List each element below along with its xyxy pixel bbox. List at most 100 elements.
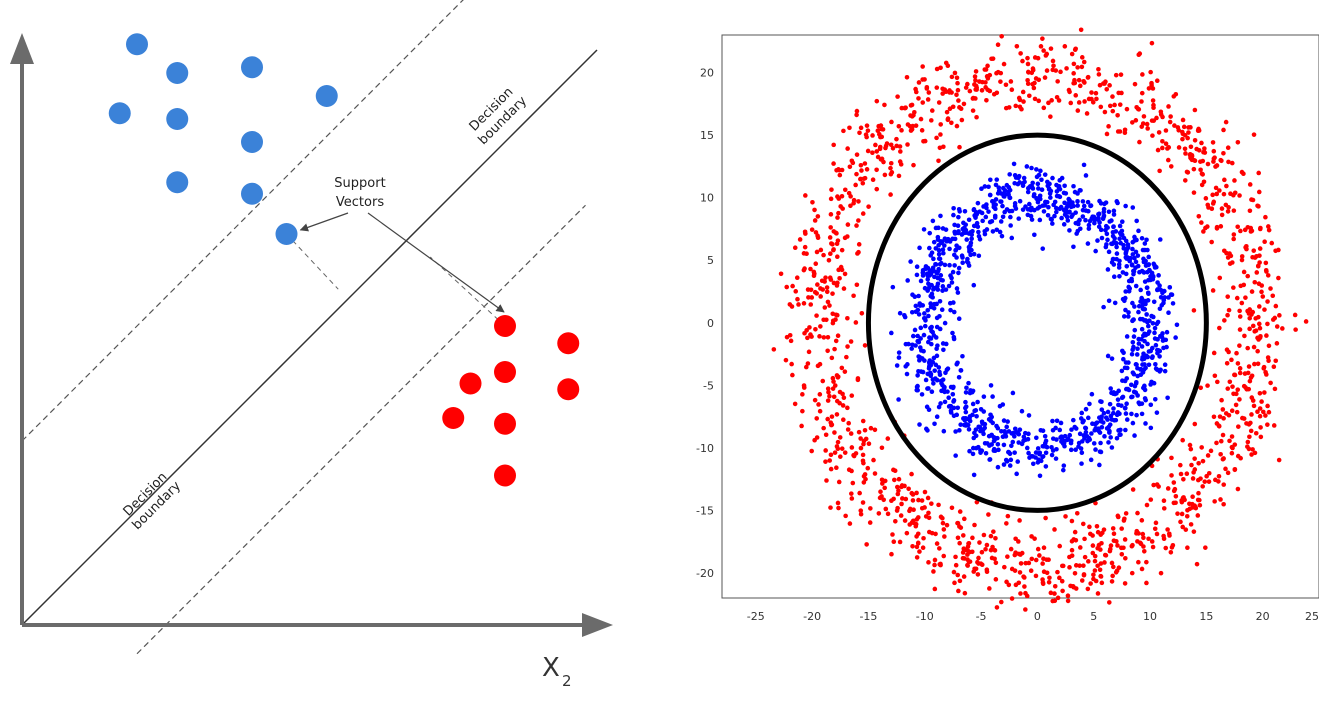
inner-ring-point	[1092, 217, 1097, 223]
inner-ring-point	[1106, 209, 1112, 215]
inner-ring-point	[921, 332, 927, 338]
inner-ring-point	[1131, 268, 1136, 274]
inner-ring-point	[1136, 341, 1142, 346]
inner-ring-point	[1145, 354, 1151, 360]
outer-ring-point	[1118, 72, 1124, 77]
inner-ring-point	[896, 350, 902, 355]
inner-ring-point	[1000, 434, 1006, 440]
outer-ring-point	[831, 394, 837, 400]
inner-ring-point	[1098, 201, 1104, 206]
outer-ring-point	[1195, 477, 1201, 483]
outer-ring-point	[818, 247, 824, 253]
inner-ring-point	[1127, 286, 1133, 291]
outer-ring-point	[907, 124, 913, 129]
outer-ring-point	[865, 465, 871, 471]
outer-ring-point	[1074, 510, 1080, 516]
outer-ring-point	[1265, 299, 1270, 304]
inner-ring-point	[1119, 368, 1125, 374]
blue-point	[126, 33, 148, 56]
outer-ring-point	[830, 291, 835, 296]
outer-ring-point	[820, 378, 826, 384]
inner-ring-point	[910, 292, 915, 298]
inner-ring-point	[1039, 177, 1044, 183]
outer-ring-point	[839, 167, 845, 173]
outer-ring-point	[924, 86, 930, 91]
inner-ring-point	[1117, 273, 1122, 279]
outer-ring-point	[1222, 318, 1227, 323]
outer-ring-point	[1247, 315, 1253, 321]
outer-ring-point	[1280, 326, 1285, 331]
outer-ring-point	[1183, 151, 1188, 156]
outer-ring-point	[771, 347, 777, 352]
inner-ring-point	[1111, 208, 1117, 214]
outer-ring-point	[908, 506, 913, 512]
outer-ring-point	[876, 123, 881, 129]
inner-ring-point	[1124, 417, 1130, 422]
outer-ring-point	[1136, 559, 1141, 565]
inner-ring-point	[1151, 261, 1157, 267]
outer-ring-point	[804, 251, 809, 257]
outer-ring-point	[917, 549, 922, 554]
outer-ring-point	[977, 540, 982, 545]
inner-ring-point	[1106, 298, 1112, 304]
outer-ring-point	[994, 605, 1000, 610]
red-point	[557, 378, 580, 401]
outer-ring-point	[989, 56, 994, 62]
inner-ring-point	[1001, 418, 1007, 423]
inner-ring-point	[1061, 463, 1067, 468]
outer-ring-point	[1255, 361, 1261, 367]
outer-ring-point	[1192, 421, 1198, 427]
outer-ring-point	[1197, 502, 1203, 508]
inner-ring-point	[1141, 256, 1146, 262]
inner-ring-point	[987, 219, 993, 225]
inner-ring-point	[950, 330, 955, 336]
outer-ring-point	[868, 506, 873, 511]
inner-ring-point	[1142, 247, 1148, 253]
inner-ring-point	[1073, 447, 1078, 453]
outer-ring-point	[1214, 224, 1220, 230]
outer-ring-point	[1025, 77, 1030, 83]
outer-ring-point	[1210, 288, 1216, 293]
inner-ring-point	[1139, 337, 1144, 342]
inner-ring-point	[914, 387, 920, 393]
inner-ring-point	[926, 273, 932, 278]
support-vector-arrow-1	[299, 212, 349, 232]
outer-ring-point	[1082, 536, 1087, 542]
inner-ring-point	[1013, 175, 1019, 180]
inner-ring-point	[956, 270, 961, 276]
inner-ring-point	[1037, 451, 1042, 457]
outer-ring-point	[1226, 307, 1232, 313]
outer-ring-point	[1090, 543, 1096, 548]
outer-ring-point	[1171, 500, 1177, 506]
inner-ring-point	[1135, 253, 1141, 258]
inner-ring-point	[1042, 443, 1048, 448]
outer-ring-point	[909, 114, 915, 119]
inner-ring-point	[1143, 397, 1148, 403]
outer-ring-point	[1200, 458, 1206, 464]
inner-ring-point	[1136, 228, 1141, 234]
outer-ring-point	[1073, 93, 1079, 98]
outer-ring-point	[812, 207, 817, 213]
outer-ring-point	[992, 548, 998, 553]
inner-ring-point	[994, 177, 1000, 182]
outer-ring-point	[1079, 64, 1085, 70]
inner-ring-point	[1061, 222, 1067, 227]
outer-ring-point	[807, 325, 812, 330]
outer-ring-point	[1218, 438, 1224, 444]
inner-ring-point	[940, 226, 946, 231]
inner-ring-point	[942, 262, 948, 268]
outer-ring-point	[1141, 549, 1147, 554]
outer-ring-point	[809, 448, 815, 454]
inner-ring-point	[1144, 285, 1150, 290]
inner-ring-point	[1088, 203, 1093, 209]
margin-distance-lower	[429, 256, 506, 327]
inner-ring-point	[998, 219, 1004, 224]
outer-ring-point	[829, 355, 835, 361]
outer-ring-point	[845, 427, 851, 432]
outer-ring-point	[809, 227, 815, 232]
outer-ring-point	[1111, 531, 1117, 537]
inner-ring-point	[1087, 218, 1093, 224]
inner-ring-point	[960, 353, 965, 359]
inner-ring-point	[949, 280, 955, 285]
outer-ring-point	[1181, 124, 1187, 130]
